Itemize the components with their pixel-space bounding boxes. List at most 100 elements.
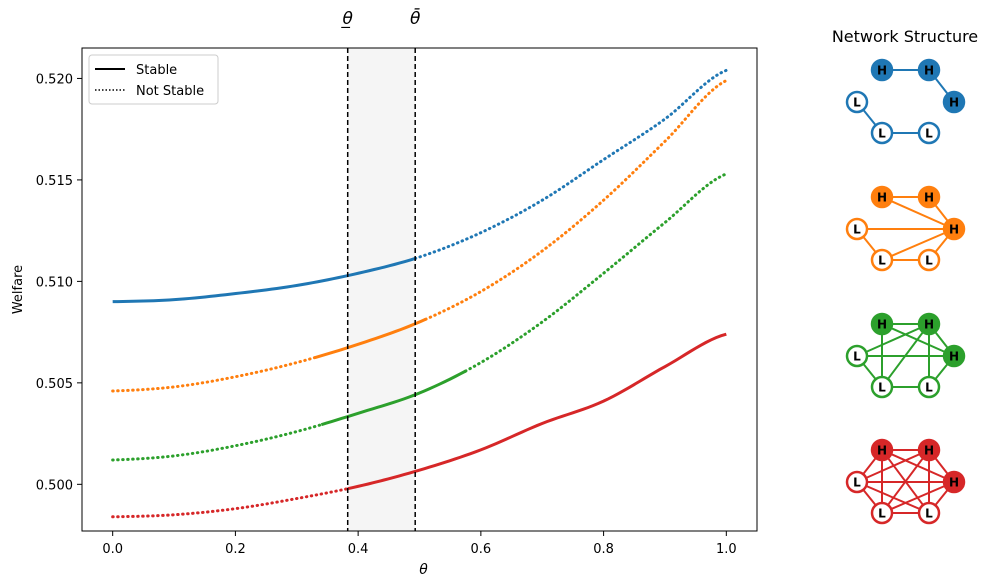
node-label: L bbox=[878, 507, 886, 521]
node-circle bbox=[845, 217, 869, 241]
axes-frame bbox=[81, 47, 758, 532]
network-1: H H H L L L bbox=[845, 58, 966, 145]
node-circle bbox=[845, 90, 869, 114]
low-node: L bbox=[845, 90, 869, 114]
node-circle bbox=[942, 470, 966, 494]
series-2-not-stable-left bbox=[111, 356, 317, 393]
node-label: L bbox=[853, 476, 861, 490]
low-node: L bbox=[917, 248, 941, 272]
node-label: H bbox=[924, 191, 934, 205]
high-node: H bbox=[870, 58, 894, 82]
series-1-not-stable-right bbox=[413, 68, 728, 260]
high-node: H bbox=[917, 438, 941, 462]
x-axis-label: θ bbox=[419, 562, 428, 578]
network-edge bbox=[856, 481, 930, 514]
node-circle bbox=[870, 438, 894, 462]
y-tick-label: 0.500 bbox=[36, 478, 73, 493]
y-tick-label: 0.510 bbox=[36, 275, 73, 290]
node-label: L bbox=[878, 381, 886, 395]
node-label: H bbox=[949, 223, 959, 237]
low-node: L bbox=[845, 217, 869, 241]
node-label: H bbox=[924, 444, 934, 458]
series-4-not-stable-left bbox=[111, 487, 350, 519]
high-node: H bbox=[942, 217, 966, 241]
node-circle bbox=[870, 58, 894, 82]
node-label: L bbox=[925, 127, 933, 141]
node-circle bbox=[942, 90, 966, 114]
node-label: L bbox=[853, 96, 861, 110]
series-1-stable bbox=[112, 256, 416, 304]
network-4: H H H L L L bbox=[845, 438, 966, 525]
high-node: H bbox=[870, 312, 894, 336]
node-circle bbox=[942, 344, 966, 368]
network-edge bbox=[881, 196, 955, 230]
node-label: H bbox=[949, 476, 959, 490]
series-3-not-stable-right bbox=[464, 172, 728, 373]
high-node: H bbox=[917, 185, 941, 209]
series-1 bbox=[112, 68, 728, 304]
node-circle bbox=[917, 121, 941, 145]
node-circle bbox=[845, 344, 869, 368]
node-label: L bbox=[878, 254, 886, 268]
y-axis-label: Welfare bbox=[11, 265, 26, 314]
node-circle bbox=[917, 58, 941, 82]
node-circle bbox=[845, 470, 869, 494]
low-node: L bbox=[917, 121, 941, 145]
node-circle bbox=[870, 375, 894, 399]
x-tick-label: 0.8 bbox=[593, 542, 614, 557]
x-tick-label: 0.2 bbox=[225, 542, 246, 557]
node-label: H bbox=[924, 318, 934, 332]
node-label: L bbox=[925, 381, 933, 395]
node-circle bbox=[917, 248, 941, 272]
network-edge bbox=[881, 228, 955, 261]
threshold-label-1: θ̲ bbox=[341, 9, 354, 29]
node-circle bbox=[870, 121, 894, 145]
node-circle bbox=[870, 248, 894, 272]
threshold-label-2: θ̄ bbox=[410, 7, 421, 29]
network-2: H H H L L L bbox=[845, 185, 966, 272]
node-circle bbox=[870, 501, 894, 525]
node-label: H bbox=[877, 318, 887, 332]
node-label: L bbox=[853, 350, 861, 364]
node-circle bbox=[870, 312, 894, 336]
node-circle bbox=[942, 217, 966, 241]
node-circle bbox=[917, 312, 941, 336]
node-circle bbox=[917, 375, 941, 399]
series-3-stable bbox=[320, 369, 467, 427]
x-tick-label: 0.6 bbox=[471, 542, 492, 557]
node-label: H bbox=[877, 64, 887, 78]
node-circle bbox=[917, 438, 941, 462]
node-label: H bbox=[949, 350, 959, 364]
high-node: H bbox=[942, 344, 966, 368]
high-node: H bbox=[942, 90, 966, 114]
plot-area: θ̲ θ̄ 0.0 0.2 0.4 0.6 0.8 1.0 0.500 0.505 0.510 0.5… bbox=[11, 7, 758, 578]
shaded-region bbox=[347, 48, 416, 531]
low-node: L bbox=[870, 375, 894, 399]
node-label: H bbox=[877, 191, 887, 205]
legend: Stable Not Stable bbox=[88, 54, 219, 105]
high-node: H bbox=[917, 312, 941, 336]
low-node: L bbox=[845, 470, 869, 494]
node-circle bbox=[917, 501, 941, 525]
low-node: L bbox=[917, 501, 941, 525]
node-label: L bbox=[878, 127, 886, 141]
series-4-stable bbox=[347, 332, 727, 491]
node-circle bbox=[870, 185, 894, 209]
series-2-not-stable-right bbox=[424, 78, 728, 321]
low-node: L bbox=[870, 121, 894, 145]
low-node: L bbox=[845, 344, 869, 368]
node-label: H bbox=[877, 444, 887, 458]
series-2 bbox=[111, 78, 728, 393]
legend-label: Not Stable bbox=[136, 84, 204, 99]
low-node: L bbox=[917, 375, 941, 399]
network-edge bbox=[856, 323, 930, 357]
series-4 bbox=[111, 332, 727, 519]
y-tick-label: 0.505 bbox=[36, 377, 73, 392]
y-tick-label: 0.520 bbox=[36, 72, 73, 87]
series-3 bbox=[111, 172, 728, 462]
node-label: H bbox=[924, 64, 934, 78]
high-node: H bbox=[942, 470, 966, 494]
node-label: L bbox=[925, 254, 933, 268]
legend-label: Stable bbox=[136, 63, 177, 78]
